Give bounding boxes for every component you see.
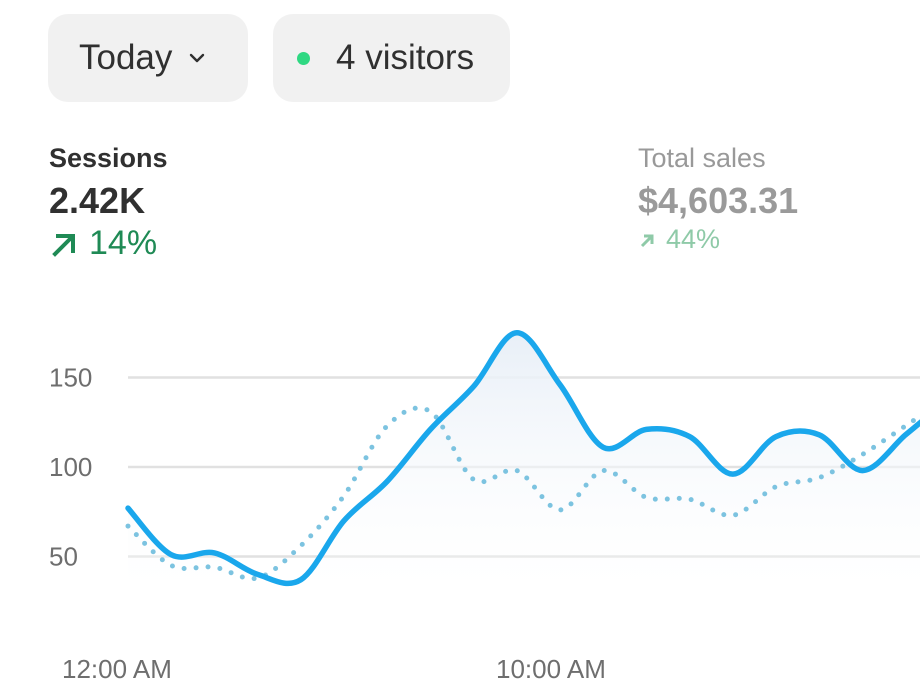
live-visitors-label: 4 visitors	[336, 38, 475, 77]
sessions-metric[interactable]: Sessions 2.42K 14%	[49, 143, 168, 263]
sessions-change: 14%	[89, 224, 158, 262]
sessions-chart: 50 100 150 12:00 AM 10:00 AM	[49, 329, 920, 684]
arrow-up-right-icon	[640, 234, 654, 247]
x-tick-label: 12:00 AM	[62, 654, 172, 684]
y-tick-label: 150	[49, 363, 92, 393]
arrow-up-right-icon	[52, 233, 75, 257]
chevron-down-icon	[190, 53, 205, 63]
today-series-line	[125, 329, 920, 587]
y-tick-label: 50	[49, 542, 78, 572]
total-sales-metric[interactable]: Total sales $4,603.31 44%	[638, 143, 798, 255]
live-visitors-button[interactable]: 4 visitors	[273, 14, 510, 102]
total-sales-value: $4,603.31	[638, 180, 799, 221]
total-sales-label: Total sales	[638, 143, 766, 173]
date-range-label: Today	[79, 38, 173, 77]
live-status-dot-icon	[297, 51, 310, 65]
sessions-value: 2.42K	[49, 180, 146, 221]
total-sales-change: 44%	[666, 224, 721, 254]
x-tick-label: 10:00 AM	[496, 654, 606, 684]
date-range-dropdown[interactable]: Today	[48, 14, 248, 102]
today-area-fill	[128, 332, 920, 593]
comparison-series-line	[125, 405, 920, 582]
y-tick-label: 100	[49, 452, 92, 482]
sessions-label: Sessions	[49, 143, 168, 173]
